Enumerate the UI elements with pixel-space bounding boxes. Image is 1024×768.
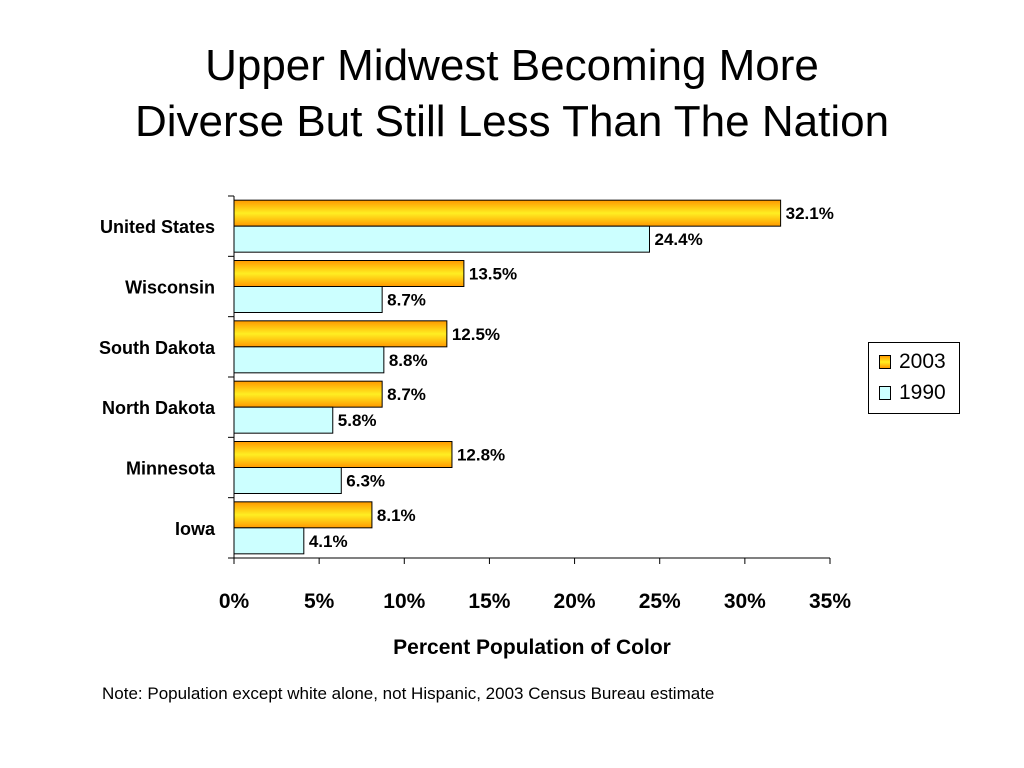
x-tick-label-25: 25% (639, 590, 681, 613)
bar-2003-north-dakota (233, 380, 383, 408)
bar-1990-north-dakota (233, 406, 334, 434)
legend-item-2003: 2003 (879, 350, 946, 374)
x-tick-label-30: 30% (724, 590, 766, 613)
x-tick-label-35: 35% (809, 590, 851, 613)
legend-label-1990: 1990 (899, 381, 946, 404)
bar-2003-iowa (233, 501, 373, 529)
x-tick-label-5: 5% (304, 590, 335, 613)
legend: 2003 1990 (868, 342, 960, 414)
data-label-2003-iowa: 8.1% (377, 506, 416, 525)
bar-1990-iowa (233, 527, 305, 555)
x-tick-label-15: 15% (468, 590, 510, 613)
category-label-minnesota: Minnesota (126, 459, 216, 479)
data-label-1990-minnesota: 6.3% (346, 472, 385, 491)
bars-group: 32.1% 24.4% 13.5% 8.7% 12.5% 8.8% 8.7% 5.8% 12.8… (233, 199, 834, 555)
legend-label-2003: 2003 (899, 350, 946, 373)
x-tick-label-20: 20% (554, 590, 596, 613)
bar-1990-wisconsin (233, 286, 383, 313)
title-line-2: Diverse But Still Less Than The Nation (134, 97, 890, 146)
data-label-1990-north-dakota: 5.8% (338, 411, 377, 430)
category-label-north-dakota: North Dakota (102, 398, 216, 418)
legend-swatch-1990 (879, 386, 891, 400)
chart-title: Upper Midwest Becoming More Diverse But … (0, 38, 1024, 150)
x-axis-title: Percent Population of Color (393, 636, 671, 659)
legend-item-1990: 1990 (879, 381, 946, 405)
data-label-2003-united-states: 32.1% (786, 204, 834, 223)
data-label-1990-iowa: 4.1% (309, 532, 348, 551)
axes-group: United States Wisconsin South Dakota North … (99, 195, 851, 659)
data-label-2003-minnesota: 12.8% (457, 446, 505, 465)
x-tick-label-10: 10% (383, 590, 425, 613)
bar-2003-minnesota (233, 441, 453, 468)
bar-2003-wisconsin (233, 260, 465, 287)
bar-1990-south-dakota (233, 346, 385, 374)
legend-swatch-2003 (879, 355, 891, 369)
x-tick-label-0: 0% (219, 590, 250, 613)
data-label-1990-south-dakota: 8.8% (389, 351, 428, 370)
category-label-south-dakota: South Dakota (99, 338, 216, 358)
bar-1990-united-states (233, 225, 650, 253)
title-line-1: Upper Midwest Becoming More (205, 41, 819, 90)
category-label-wisconsin: Wisconsin (125, 278, 215, 298)
bar-1990-minnesota (233, 467, 342, 494)
data-label-1990-united-states: 24.4% (654, 230, 702, 249)
bar-2003-united-states (233, 199, 782, 227)
data-label-1990-wisconsin: 8.7% (387, 291, 426, 310)
category-label-iowa: Iowa (175, 519, 216, 539)
bar-2003-south-dakota (233, 320, 448, 348)
data-label-2003-north-dakota: 8.7% (387, 385, 426, 404)
category-label-united-states: United States (100, 217, 215, 237)
data-label-2003-south-dakota: 12.5% (452, 325, 500, 344)
footnote: Note: Population except white alone, not… (102, 684, 715, 703)
data-label-2003-wisconsin: 13.5% (469, 265, 517, 284)
